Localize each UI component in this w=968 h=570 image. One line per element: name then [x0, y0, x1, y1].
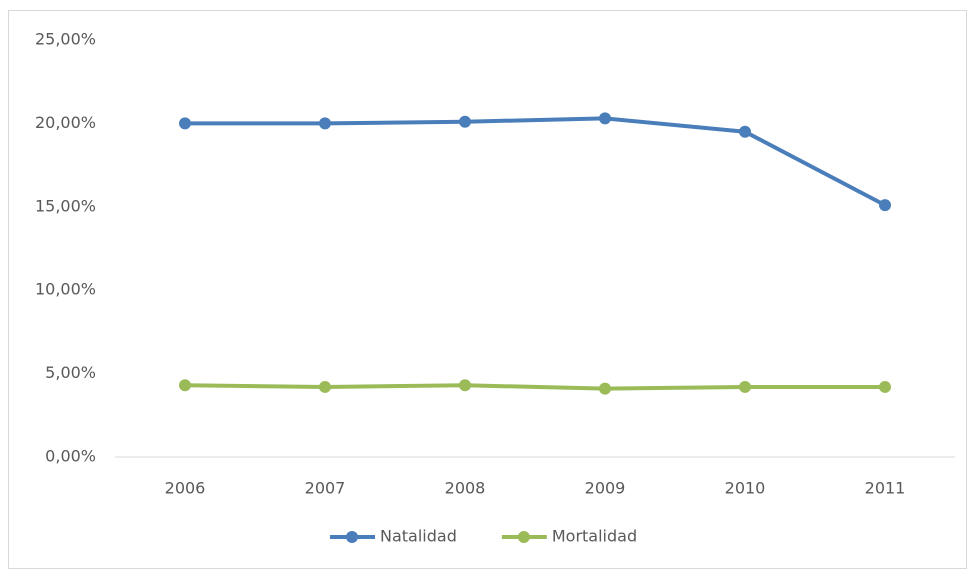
y-tick-label: 0,00%	[45, 447, 96, 466]
data-point	[319, 117, 331, 130]
chart-border	[8, 10, 967, 569]
data-point	[459, 379, 471, 392]
data-point	[879, 380, 891, 393]
data-point	[879, 199, 891, 212]
x-tick-label: 2007	[305, 479, 346, 498]
x-tick-label: 2008	[445, 479, 486, 498]
y-tick-label: 10,00%	[35, 280, 96, 299]
legend-label: Mortalidad	[552, 527, 637, 546]
data-point	[599, 382, 611, 395]
data-point	[319, 380, 331, 393]
legend-marker	[517, 531, 530, 543]
y-tick-label: 20,00%	[35, 113, 96, 132]
series-line	[184, 383, 885, 391]
x-tick-label: 2010	[725, 479, 766, 498]
data-point	[459, 115, 471, 128]
data-point	[179, 379, 191, 392]
x-tick-label: 2011	[865, 479, 906, 498]
legend-marker	[346, 531, 358, 543]
y-tick-label: 5,00%	[45, 363, 96, 382]
y-tick-label: 25,00%	[35, 30, 96, 49]
data-point	[739, 380, 751, 393]
data-point	[179, 117, 191, 130]
data-point	[739, 125, 751, 138]
x-tick-label: 2009	[585, 479, 626, 498]
x-tick-label: 2006	[165, 479, 206, 498]
data-point	[599, 112, 611, 125]
series-line	[185, 116, 886, 207]
y-tick-label: 15,00%	[35, 196, 96, 215]
legend-label: Natalidad	[380, 527, 457, 546]
